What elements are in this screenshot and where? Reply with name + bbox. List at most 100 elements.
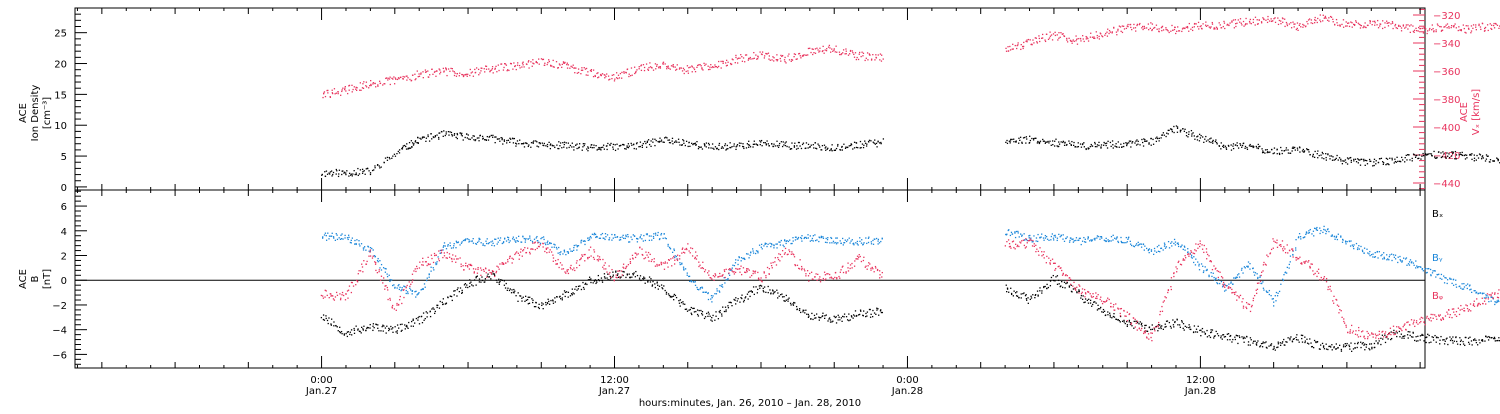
- by-point: [391, 279, 392, 280]
- bx-point: [579, 285, 580, 286]
- density-point: [650, 146, 651, 147]
- velocity-point: [1437, 25, 1438, 26]
- velocity-point: [1229, 22, 1230, 23]
- by-point: [356, 244, 357, 245]
- velocity-point: [681, 67, 682, 68]
- velocity-point: [621, 78, 622, 79]
- bx-point: [753, 286, 754, 287]
- velocity-point: [431, 69, 432, 70]
- density-point: [656, 140, 657, 141]
- density-point: [646, 147, 647, 148]
- velocity-point: [1282, 18, 1283, 19]
- velocity-point: [1267, 16, 1268, 17]
- velocity-point: [1392, 28, 1393, 29]
- bx-point: [851, 315, 852, 316]
- velocity-point: [1066, 38, 1067, 39]
- velocity-point: [687, 70, 688, 71]
- density-point: [573, 149, 574, 150]
- velocity-point: [1348, 22, 1349, 23]
- velocity-point: [366, 86, 367, 87]
- bx-point: [1305, 340, 1306, 341]
- bx-point: [1264, 342, 1265, 343]
- by-point: [351, 242, 352, 243]
- bx-point: [1205, 334, 1206, 335]
- density-point: [1449, 157, 1450, 158]
- velocity-point: [1444, 26, 1445, 27]
- bx-point: [710, 319, 711, 320]
- velocity-point: [606, 73, 607, 74]
- velocity-point: [1403, 24, 1404, 25]
- density-point: [836, 148, 837, 149]
- density-point: [1446, 157, 1447, 158]
- velocity-point: [351, 85, 352, 86]
- velocity-point: [1441, 31, 1442, 32]
- velocity-point: [336, 93, 337, 94]
- velocity-point: [495, 68, 496, 69]
- density-point: [1471, 159, 1472, 160]
- velocity-point: [690, 67, 691, 68]
- bx-point: [1039, 287, 1040, 288]
- density-point: [576, 143, 577, 144]
- velocity-point: [1073, 39, 1074, 40]
- density-point: [691, 143, 692, 144]
- bx-point: [1257, 340, 1258, 341]
- velocity-point: [374, 83, 375, 84]
- density-point: [1037, 141, 1038, 142]
- bx-point: [633, 274, 634, 275]
- density-point: [698, 148, 699, 149]
- velocity-point: [1162, 26, 1163, 27]
- velocity-point: [412, 75, 413, 76]
- velocity-point: [1006, 51, 1007, 52]
- velocity-point: [655, 63, 656, 64]
- density-point: [1095, 143, 1096, 144]
- bx-point: [344, 333, 345, 334]
- bx-point: [565, 296, 566, 297]
- velocity-point: [1451, 27, 1452, 28]
- density-point: [324, 171, 325, 172]
- bx-point: [1464, 345, 1465, 346]
- velocity-point: [1356, 22, 1357, 23]
- density-point: [1420, 158, 1421, 159]
- by-point: [459, 244, 460, 245]
- density-point: [1162, 134, 1163, 135]
- velocity-point: [360, 82, 361, 83]
- velocity-point: [718, 61, 719, 62]
- bx-point: [562, 294, 563, 295]
- velocity-point: [1352, 26, 1353, 27]
- velocity-point: [344, 88, 345, 89]
- velocity-point: [582, 70, 583, 71]
- density-point: [1116, 146, 1117, 147]
- velocity-point: [380, 83, 381, 84]
- by-point: [547, 241, 548, 242]
- bx-point: [1064, 282, 1065, 283]
- bx-point: [515, 295, 516, 296]
- density-point: [1279, 153, 1280, 154]
- velocity-point: [1050, 36, 1051, 37]
- velocity-point: [1412, 25, 1413, 26]
- bx-point: [1182, 321, 1183, 322]
- bx-point: [1129, 320, 1130, 321]
- density-point: [509, 142, 510, 143]
- bx-point: [1488, 339, 1489, 340]
- bx-point: [401, 330, 402, 331]
- density-point: [1363, 159, 1364, 160]
- density-point: [433, 137, 434, 138]
- velocity-point: [338, 93, 339, 94]
- density-point: [344, 172, 345, 173]
- density-point: [404, 145, 405, 146]
- density-point: [640, 141, 641, 142]
- bx-point: [1262, 343, 1263, 344]
- velocity-point: [1039, 41, 1040, 42]
- density-point: [1075, 146, 1076, 147]
- bx-point: [1161, 325, 1162, 326]
- by-point: [536, 236, 537, 237]
- velocity-point: [709, 67, 710, 68]
- density-point: [721, 148, 722, 149]
- density-point: [425, 141, 426, 142]
- bx-point: [1013, 295, 1014, 296]
- velocity-point: [707, 66, 708, 67]
- velocity-point: [532, 59, 533, 60]
- velocity-point: [386, 77, 387, 78]
- density-point: [1186, 135, 1187, 136]
- bx-point: [1109, 313, 1110, 314]
